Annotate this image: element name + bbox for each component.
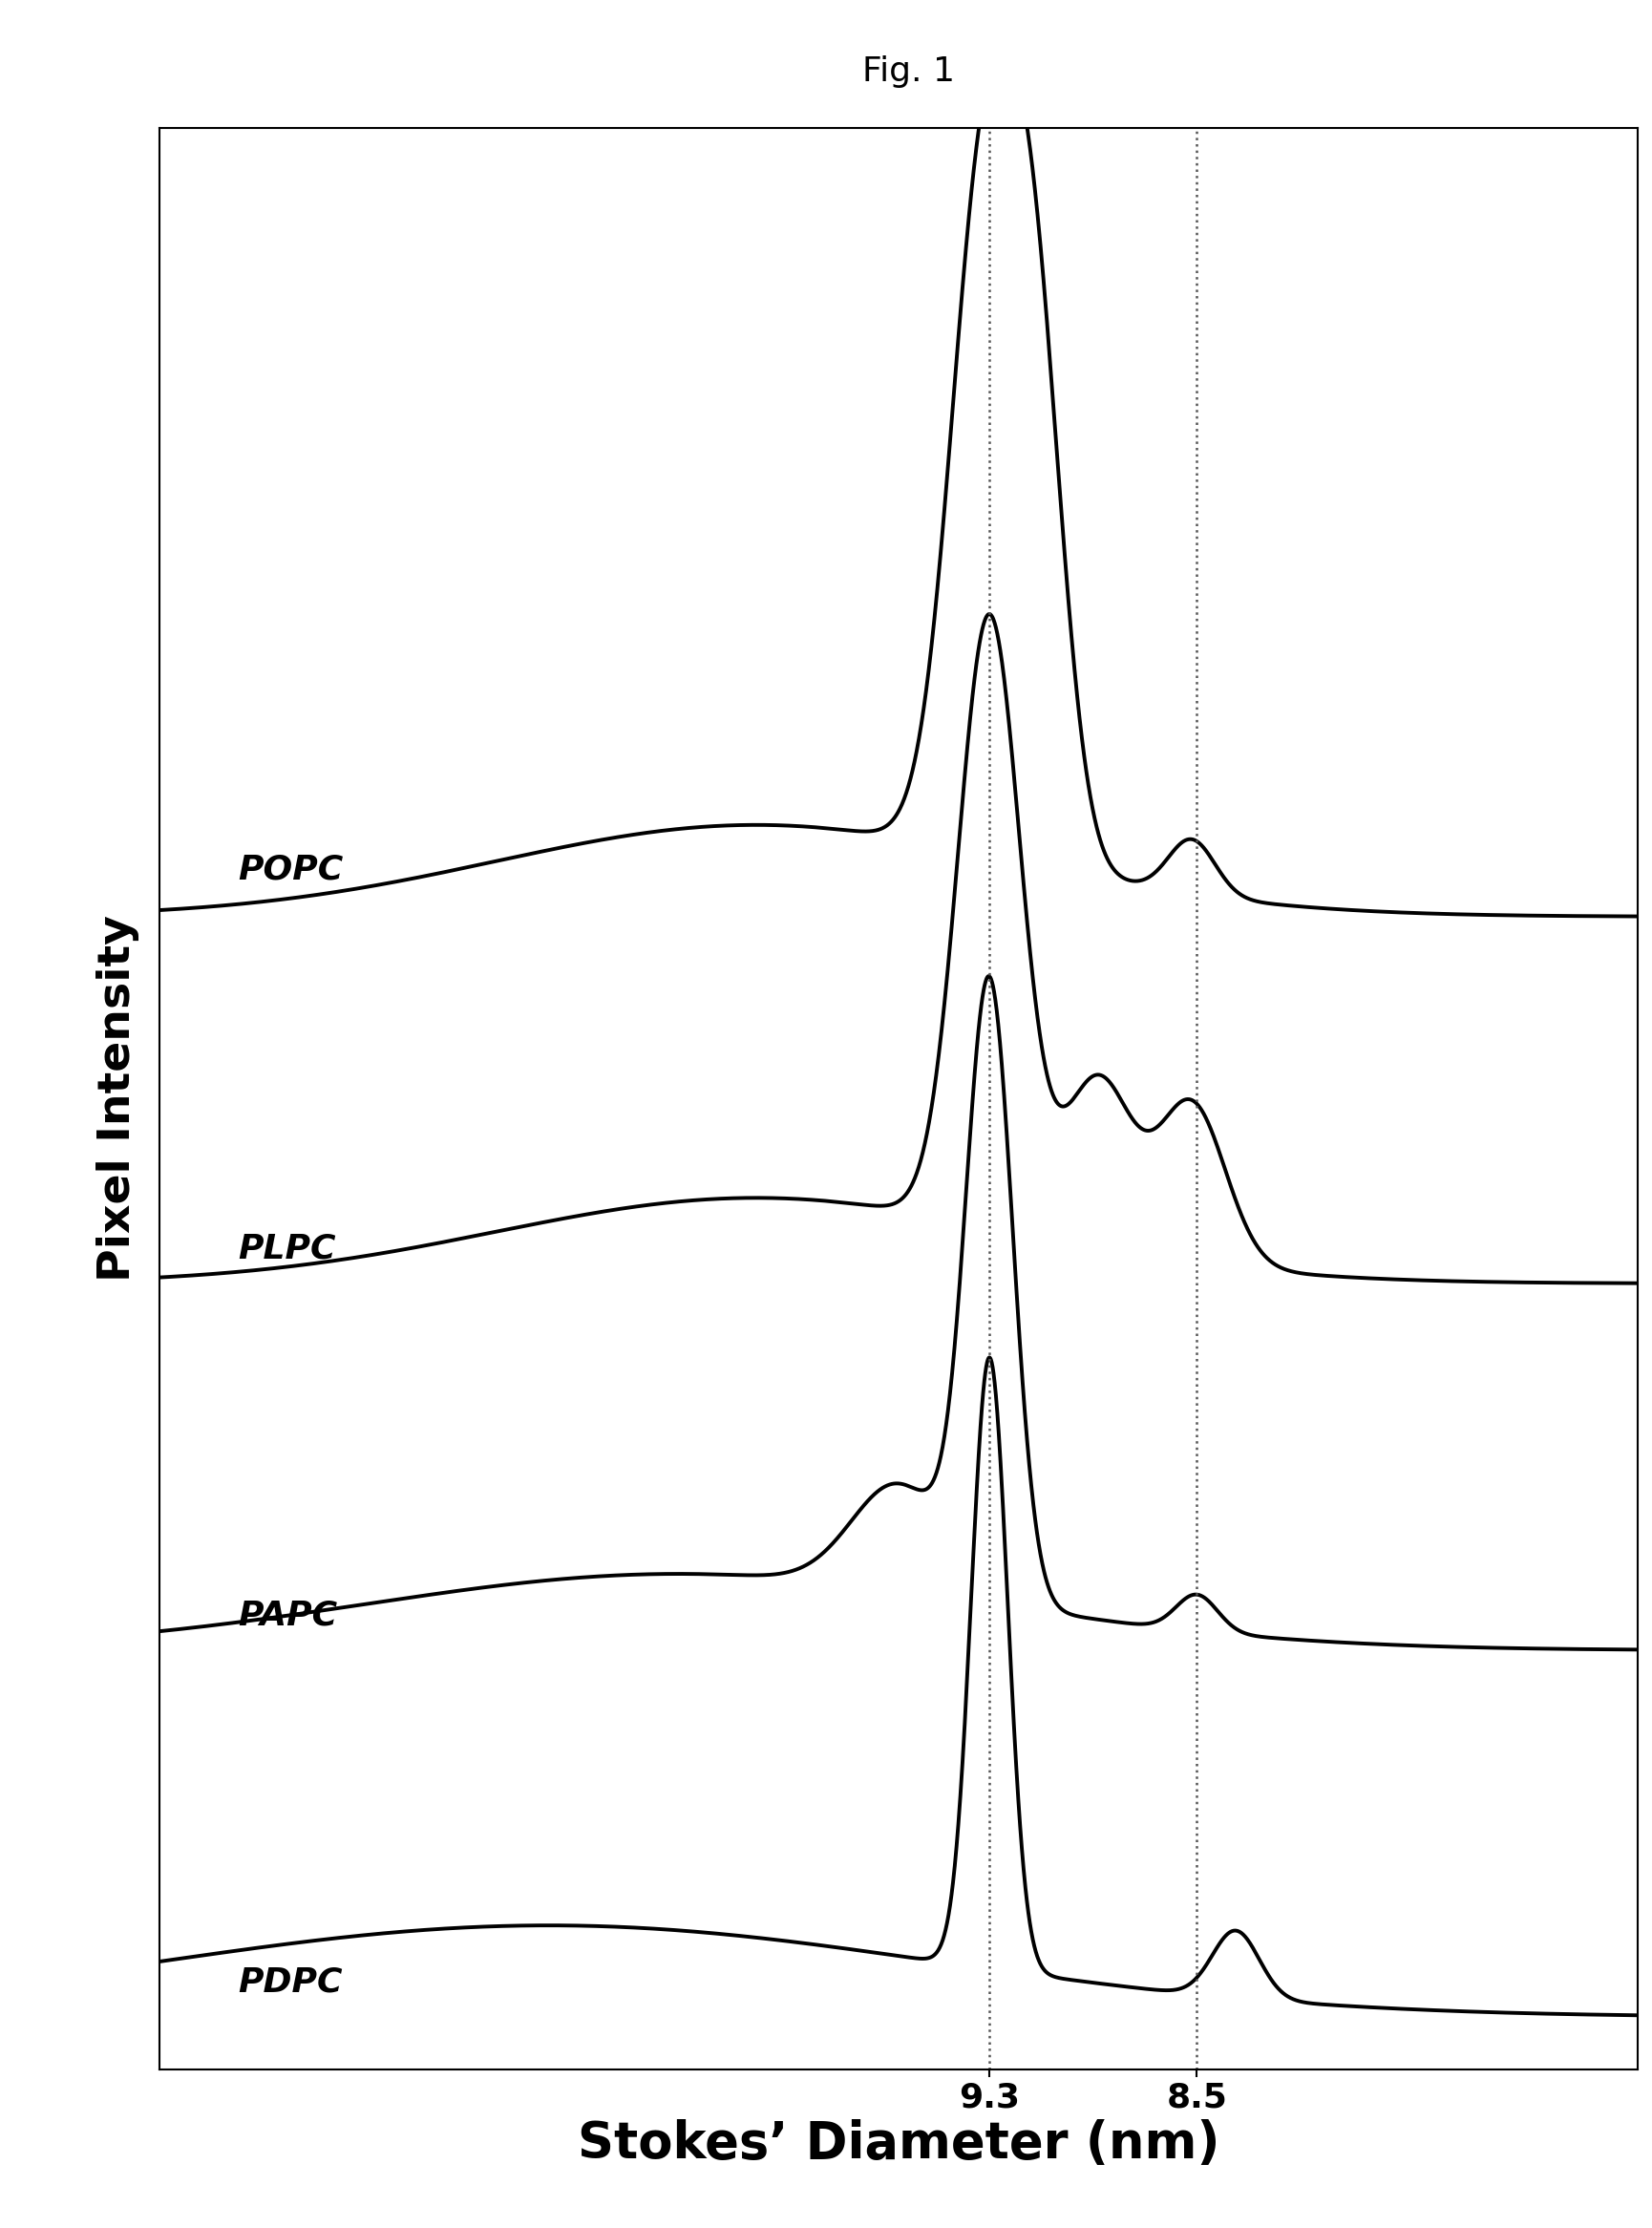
Text: POPC: POPC — [238, 853, 344, 887]
Y-axis label: Pixel Intensity: Pixel Intensity — [97, 916, 140, 1281]
Text: Fig. 1: Fig. 1 — [862, 56, 955, 89]
X-axis label: Stokes’ Diameter (nm): Stokes’ Diameter (nm) — [578, 2119, 1219, 2170]
Text: PAPC: PAPC — [238, 1600, 337, 1631]
Text: PLPC: PLPC — [238, 1232, 335, 1266]
Text: PDPC: PDPC — [238, 1967, 342, 1999]
